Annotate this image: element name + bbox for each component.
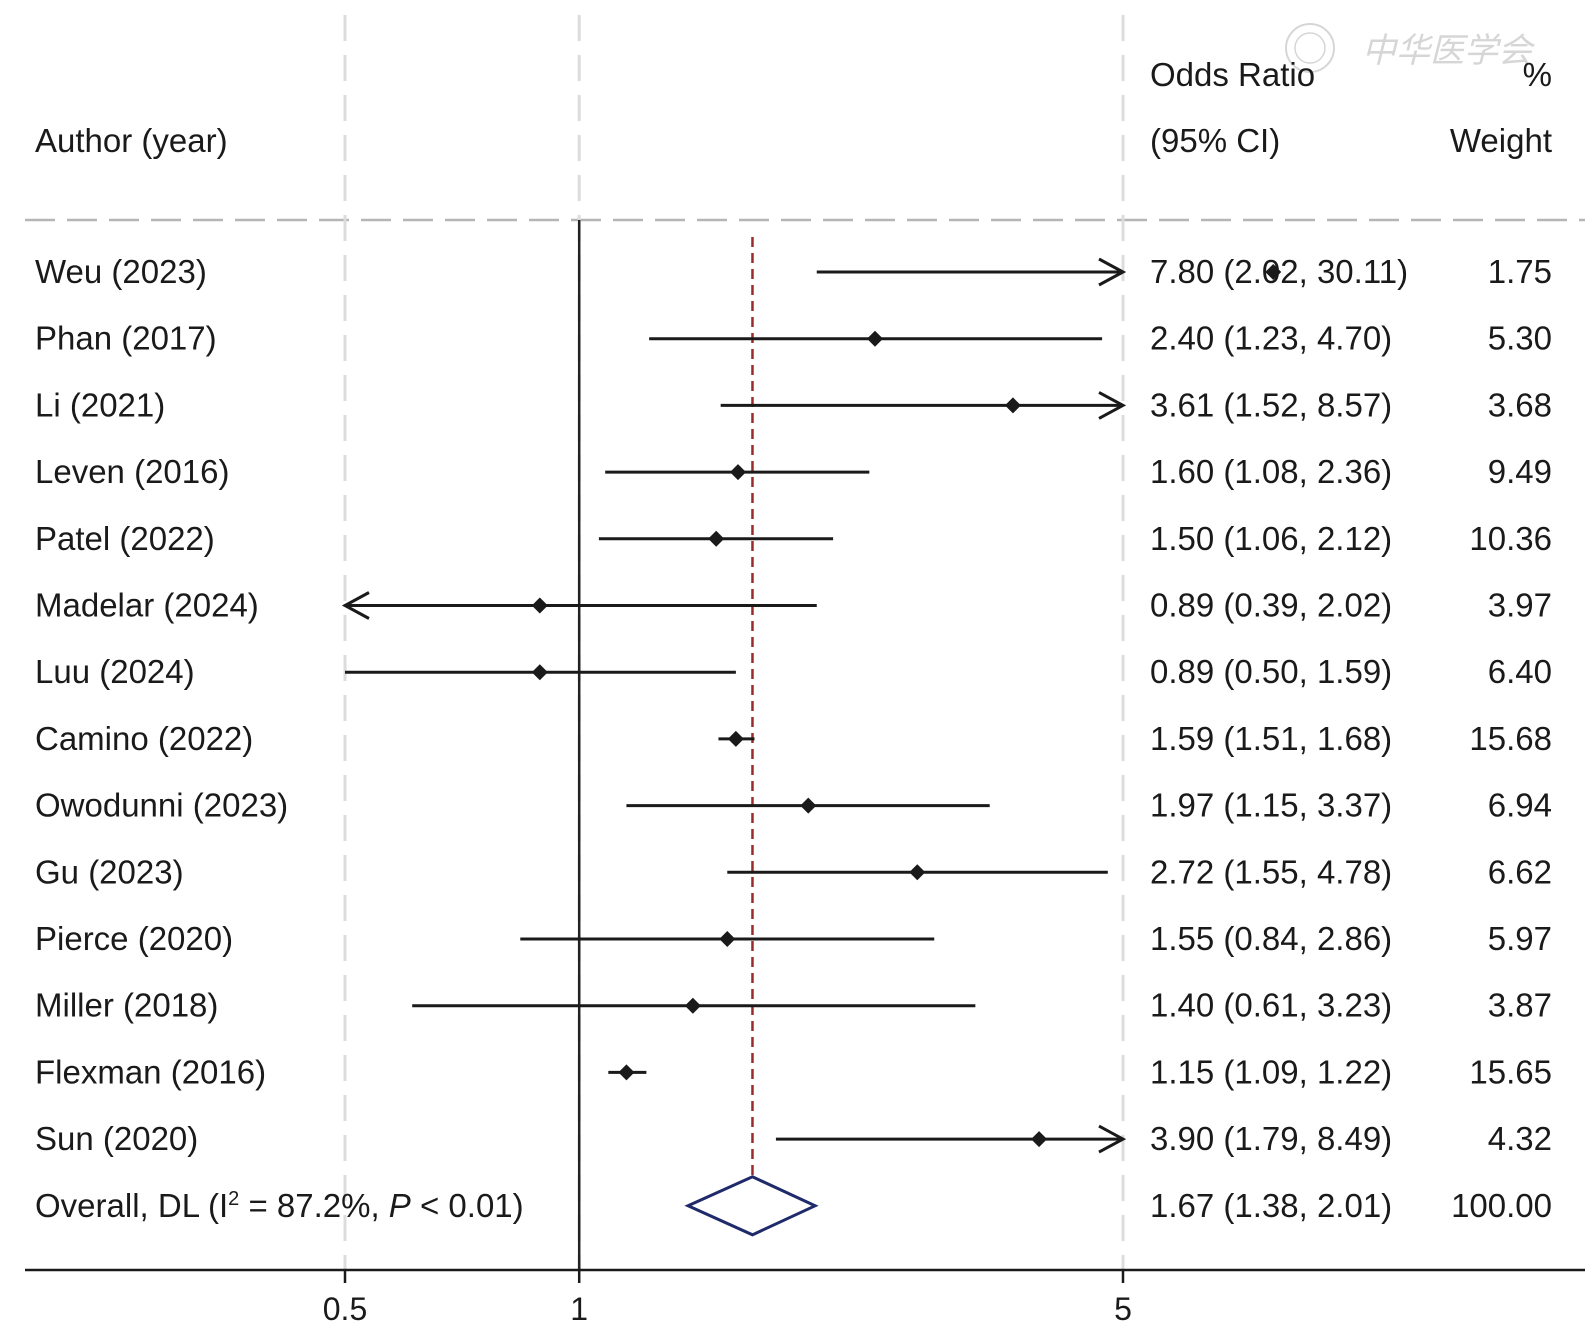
study-label: Owodunni (2023)	[35, 787, 288, 824]
study-weight: 3.97	[1488, 587, 1552, 624]
overall-row: Overall, DL (I2 = 87.2%, P < 0.01) 1.67 (…	[35, 1175, 1552, 1237]
study-row: Li (2021) 3.61 (1.52, 8.57) 3.68	[35, 386, 1552, 423]
point-estimate	[708, 530, 725, 547]
study-weight: 3.68	[1488, 386, 1552, 423]
ci-arrow-right	[1098, 391, 1127, 420]
study-row: Flexman (2016) 1.15 (1.09, 1.22) 15.65	[35, 1053, 1552, 1090]
study-or-ci: 0.89 (0.50, 1.59)	[1150, 653, 1392, 690]
point-estimate	[531, 597, 548, 614]
study-weight: 10.36	[1469, 520, 1552, 557]
study-or-ci: 1.55 (0.84, 2.86)	[1150, 920, 1392, 957]
study-row: Luu (2024) 0.89 (0.50, 1.59) 6.40	[35, 653, 1552, 690]
study-row: Madelar (2024) 0.89 (0.39, 2.02) 3.97	[35, 587, 1552, 624]
study-weight: 9.49	[1488, 453, 1552, 490]
x-tick-label: 1	[570, 1291, 588, 1327]
study-row: Sun (2020) 3.90 (1.79, 8.49) 4.32	[35, 1120, 1552, 1157]
study-weight: 6.40	[1488, 653, 1552, 690]
point-estimate	[730, 464, 747, 481]
point-estimate	[719, 931, 736, 947]
overall-weight: 100.00	[1451, 1187, 1552, 1224]
study-or-ci: 3.61 (1.52, 8.57)	[1150, 386, 1392, 423]
study-weight: 5.30	[1488, 320, 1552, 357]
study-row: Pierce (2020) 1.55 (0.84, 2.86) 5.97	[35, 920, 1552, 957]
study-row: Camino (2022) 1.59 (1.51, 1.68) 15.68	[35, 720, 1552, 757]
study-weight: 4.32	[1488, 1120, 1552, 1157]
study-label: Pierce (2020)	[35, 920, 233, 957]
ci-arrow-right	[1098, 1124, 1127, 1154]
x-axis: 0.5 1 5	[25, 1268, 1585, 1327]
study-row: Patel (2022) 1.50 (1.06, 2.12) 10.36	[35, 520, 1552, 557]
study-label: Weu (2023)	[35, 253, 207, 290]
point-estimate	[800, 797, 817, 814]
gridlines	[343, 15, 1125, 1270]
x-tick-label: 5	[1114, 1291, 1132, 1327]
ci-arrow-right	[1098, 257, 1127, 287]
point-estimate	[867, 330, 884, 347]
study-or-ci: 1.59 (1.51, 1.68)	[1150, 720, 1392, 757]
study-or-ci: 3.90 (1.79, 8.49)	[1150, 1120, 1392, 1157]
point-estimate	[1004, 397, 1021, 414]
study-label: Li (2021)	[35, 386, 165, 423]
study-or-ci: 2.40 (1.23, 4.70)	[1150, 320, 1392, 357]
study-label: Camino (2022)	[35, 720, 253, 757]
study-row: Leven (2016) 1.60 (1.08, 2.36) 9.49	[35, 453, 1552, 490]
study-or-ci: 1.15 (1.09, 1.22)	[1150, 1053, 1392, 1090]
study-or-ci: 2.72 (1.55, 4.78)	[1150, 853, 1392, 890]
point-estimate	[727, 730, 744, 747]
study-weight: 6.62	[1488, 853, 1552, 890]
overall-or-ci: 1.67 (1.38, 2.01)	[1150, 1187, 1392, 1224]
point-estimate	[909, 864, 926, 881]
point-estimate	[618, 1064, 635, 1081]
study-label: Madelar (2024)	[35, 587, 259, 624]
study-or-ci: 0.89 (0.39, 2.02)	[1150, 587, 1392, 624]
header-or-line2: (95% CI)	[1150, 122, 1280, 159]
reference-lines	[577, 220, 754, 1270]
study-label: Gu (2023)	[35, 853, 184, 890]
point-estimate	[531, 664, 548, 681]
point-estimate	[1031, 1131, 1048, 1148]
study-weight: 3.87	[1488, 987, 1552, 1024]
study-label: Sun (2020)	[35, 1120, 198, 1157]
study-row: Phan (2017) 2.40 (1.23, 4.70) 5.30	[35, 320, 1552, 357]
study-weight: 15.65	[1469, 1053, 1552, 1090]
study-label: Phan (2017)	[35, 320, 217, 357]
header-or-line1: Odds Ratio	[1150, 56, 1315, 93]
study-label: Leven (2016)	[35, 453, 229, 490]
study-label: Luu (2024)	[35, 653, 195, 690]
ci-arrow-left	[341, 591, 370, 620]
study-row: Gu (2023) 2.72 (1.55, 4.78) 6.62	[35, 853, 1552, 890]
study-or-ci: 1.97 (1.15, 3.37)	[1150, 787, 1392, 824]
point-estimate	[1265, 264, 1282, 280]
study-or-ci: 1.40 (0.61, 3.23)	[1150, 987, 1392, 1024]
study-label: Miller (2018)	[35, 987, 218, 1024]
study-or-ci: 1.60 (1.08, 2.36)	[1150, 453, 1392, 490]
study-or-ci: 1.50 (1.06, 2.12)	[1150, 520, 1392, 557]
study-weight: 15.68	[1469, 720, 1552, 757]
watermark-seal-icon	[1285, 23, 1335, 73]
header-weight-line2: Weight	[1450, 122, 1552, 159]
study-label: Patel (2022)	[35, 520, 215, 557]
overall-label: Overall, DL (I2 = 87.2%, P < 0.01)	[35, 1187, 524, 1224]
watermark: 中华医学会	[1285, 23, 1536, 73]
study-weight: 6.94	[1488, 787, 1552, 824]
point-estimate	[684, 997, 701, 1014]
study-label: Flexman (2016)	[35, 1053, 266, 1090]
watermark-text: 中华医学会	[1362, 31, 1536, 71]
header-author: Author (year)	[35, 122, 228, 159]
study-row: Owodunni (2023) 1.97 (1.15, 3.37) 6.94	[35, 787, 1552, 824]
study-weight: 1.75	[1488, 253, 1552, 290]
study-row: Weu (2023) 7.80 (2.02, 30.11) 1.75	[35, 253, 1552, 290]
study-rows: Weu (2023) 7.80 (2.02, 30.11) 1.75 Phan (20…	[35, 253, 1552, 1157]
header-weight-line1: %	[1523, 56, 1552, 93]
x-tick-label: 0.5	[323, 1291, 367, 1327]
study-row: Miller (2018) 1.40 (0.61, 3.23) 3.87	[35, 987, 1552, 1024]
overall-diamond	[684, 1175, 819, 1237]
study-weight: 5.97	[1488, 920, 1552, 957]
